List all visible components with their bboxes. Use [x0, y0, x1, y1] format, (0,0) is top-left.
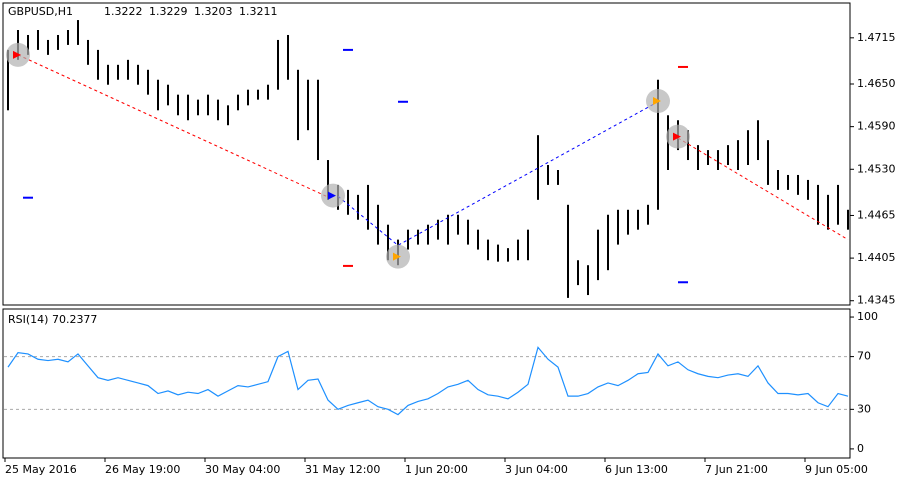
rsi-line [7, 346, 849, 416]
x-tick-label: 9 Jun 05:00 [805, 463, 868, 476]
y-tick-label: 1.4715 [857, 31, 896, 44]
signal-line [17, 54, 329, 198]
symbol-title: GBPUSD,H1 [8, 5, 73, 18]
y-tick-label: 1.4405 [857, 251, 896, 264]
signal-arrow [673, 132, 681, 141]
x-tick-label: 31 May 12:00 [305, 463, 380, 476]
y-tick-label: 30 [857, 402, 871, 415]
y-tick-label: 100 [857, 310, 878, 323]
x-tick-label: 6 Jun 13:00 [605, 463, 668, 476]
ohlc-high: 1.3229 [149, 5, 188, 18]
y-tick-label: 1.4650 [857, 77, 896, 90]
y-tick-label: 1.4590 [857, 120, 896, 133]
signal-arrow [13, 50, 21, 59]
x-tick-label: 7 Jun 21:00 [705, 463, 768, 476]
y-tick-label: 1.4530 [857, 162, 896, 175]
y-tick-label: 70 [857, 350, 871, 363]
x-tick-label: 25 May 2016 [5, 463, 77, 476]
y-tick-label: 1.4345 [857, 294, 896, 307]
ohlc-close: 1.3211 [239, 5, 278, 18]
signal-arrow [653, 97, 661, 106]
signal-arrow [393, 252, 401, 261]
x-tick-label: 26 May 19:00 [105, 463, 180, 476]
ohlc-low: 1.3203 [194, 5, 233, 18]
rsi-panel [2, 308, 851, 459]
rsi-title: RSI(14) 70.2377 [8, 313, 97, 326]
ohlc-open: 1.3222 [104, 5, 143, 18]
signal-arrow [328, 191, 336, 200]
x-tick-label: 3 Jun 04:00 [505, 463, 568, 476]
y-tick-label: 1.4465 [857, 208, 896, 221]
signal-line [337, 101, 659, 246]
x-tick-label: 30 May 04:00 [205, 463, 280, 476]
x-tick-label: 1 Jun 20:00 [405, 463, 468, 476]
y-tick-label: 0 [857, 442, 864, 455]
price-panel [2, 2, 851, 306]
